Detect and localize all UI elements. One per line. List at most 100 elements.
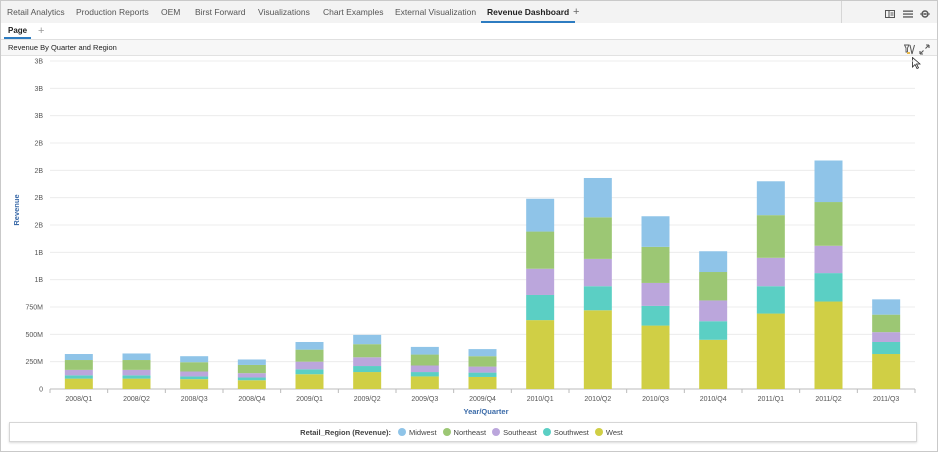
bar-segment-northeast[interactable]	[64, 360, 93, 370]
tab-revenue-dashboard[interactable]: Revenue Dashboard	[480, 1, 576, 23]
bar-segment-southeast[interactable]	[756, 257, 785, 287]
add-page-button[interactable]: +	[38, 25, 45, 37]
bar-segment-southeast[interactable]	[699, 300, 728, 322]
bar-segment-west[interactable]	[872, 354, 901, 389]
bar-segment-midwest[interactable]	[699, 251, 728, 273]
bar-segment-southeast[interactable]	[641, 282, 670, 306]
bar-segment-southwest[interactable]	[814, 273, 843, 302]
bar-segment-midwest[interactable]	[122, 353, 151, 361]
bar-segment-southeast[interactable]	[814, 245, 843, 274]
legend-item-southeast[interactable]: Southeast	[492, 428, 537, 437]
bar-segment-midwest[interactable]	[583, 177, 612, 218]
bar-segment-southwest[interactable]	[64, 375, 93, 379]
bar-segment-west[interactable]	[814, 301, 843, 389]
bar-segment-midwest[interactable]	[468, 349, 497, 357]
bar-segment-southeast[interactable]	[526, 268, 555, 295]
bar-segment-midwest[interactable]	[814, 160, 843, 203]
tab-retail-analytics[interactable]: Retail Analytics	[7, 7, 65, 17]
tab-chart-examples[interactable]: Chart Examples	[323, 7, 384, 17]
bar-segment-northeast[interactable]	[526, 231, 555, 269]
bar-segment-west[interactable]	[353, 372, 382, 389]
bar-segment-southeast[interactable]	[64, 369, 93, 376]
tab-production-reports[interactable]: Production Reports	[76, 7, 149, 17]
bar-segment-southwest[interactable]	[237, 377, 266, 381]
bar-segment-southeast[interactable]	[180, 371, 209, 377]
bar-segment-southeast[interactable]	[583, 258, 612, 287]
bar-segment-midwest[interactable]	[641, 216, 670, 247]
bar-segment-southwest[interactable]	[410, 372, 439, 377]
x-tick-label: 2008/Q4	[238, 396, 265, 403]
bar-segment-west[interactable]	[237, 380, 266, 389]
tab-external-visualization[interactable]: External Visualization	[395, 7, 477, 17]
tab-visualizations[interactable]: Visualizations	[258, 7, 310, 17]
bar-segment-southeast[interactable]	[353, 357, 382, 367]
bar-segment-west[interactable]	[410, 376, 439, 389]
bar-segment-west[interactable]	[756, 313, 785, 389]
bar-segment-northeast[interactable]	[180, 362, 209, 372]
bar-segment-midwest[interactable]	[756, 181, 785, 216]
bar-segment-southwest[interactable]	[872, 341, 901, 355]
bar-segment-midwest[interactable]	[295, 341, 324, 350]
bar-segment-northeast[interactable]	[410, 354, 439, 366]
bar-segment-west[interactable]	[526, 320, 555, 389]
bar-segment-northeast[interactable]	[122, 360, 151, 370]
bar-segment-northeast[interactable]	[699, 272, 728, 301]
bar-segment-west[interactable]	[468, 376, 497, 389]
bar-segment-midwest[interactable]	[180, 356, 209, 363]
legend-item-midwest[interactable]: Midwest	[398, 428, 437, 437]
bar-segment-midwest[interactable]	[872, 299, 901, 315]
bar-segment-northeast[interactable]	[237, 364, 266, 374]
bar-segment-southwest[interactable]	[295, 369, 324, 375]
bar-segment-northeast[interactable]	[353, 344, 382, 358]
bar-segment-west[interactable]	[699, 339, 728, 389]
bar-segment-southwest[interactable]	[583, 286, 612, 311]
bar-segment-midwest[interactable]	[237, 359, 266, 365]
bar-segment-southeast[interactable]	[295, 361, 324, 370]
bar-segment-northeast[interactable]	[583, 217, 612, 259]
bar-segment-southeast[interactable]	[122, 369, 151, 376]
bar-segment-southwest[interactable]	[526, 294, 555, 321]
legend-item-northeast[interactable]: Northeast	[442, 428, 486, 437]
bar-segment-northeast[interactable]	[814, 202, 843, 246]
bar-segment-west[interactable]	[122, 378, 151, 389]
legend-title: Retail_Region (Revenue):	[300, 427, 392, 437]
bar-segment-west[interactable]	[583, 310, 612, 389]
bar-segment-northeast[interactable]	[295, 349, 324, 362]
bar-segment-southwest[interactable]	[641, 305, 670, 326]
legend-item-southwest[interactable]: Southwest	[542, 428, 589, 437]
add-tab-button[interactable]: +	[573, 6, 580, 18]
bar-segment-northeast[interactable]	[468, 356, 497, 367]
y-tick-label: 0	[39, 387, 43, 394]
bar-segment-west[interactable]	[641, 325, 670, 389]
bar-segment-southwest[interactable]	[180, 376, 209, 380]
bar-segment-southwest[interactable]	[353, 366, 382, 373]
menu-icon[interactable]	[903, 6, 913, 18]
settings-icon[interactable]	[920, 6, 930, 18]
bar-segment-west[interactable]	[64, 378, 93, 389]
bar-segment-midwest[interactable]	[410, 346, 439, 355]
bar-segment-midwest[interactable]	[353, 334, 382, 345]
bar-segment-southwest[interactable]	[122, 375, 151, 379]
bar-segment-west[interactable]	[180, 379, 209, 389]
bar-segment-northeast[interactable]	[872, 314, 901, 333]
bar-segment-southwest[interactable]	[468, 372, 497, 377]
page-tab[interactable]: Page	[3, 23, 32, 39]
tab-oem[interactable]: OEM	[161, 7, 181, 17]
bar-segment-northeast[interactable]	[641, 246, 670, 283]
bar-segment-southeast[interactable]	[410, 365, 439, 373]
bar-segment-southwest[interactable]	[756, 286, 785, 314]
bar-segment-northeast[interactable]	[756, 215, 785, 258]
filter-icon[interactable]	[903, 42, 915, 55]
tab-birst-forward[interactable]: Birst Forward	[195, 7, 246, 17]
bar-segment-southeast[interactable]	[468, 366, 497, 373]
bar-segment-southeast[interactable]	[237, 373, 266, 378]
bar-segment-southeast[interactable]	[872, 332, 901, 342]
bar-segment-southwest[interactable]	[699, 321, 728, 340]
bar-segment-midwest[interactable]	[526, 198, 555, 232]
bar-segment-midwest[interactable]	[64, 354, 93, 361]
layout-icon[interactable]	[885, 6, 895, 18]
legend-item-west[interactable]: West	[594, 428, 623, 437]
bar-segment-west[interactable]	[295, 374, 324, 389]
expand-icon[interactable]	[919, 42, 930, 55]
